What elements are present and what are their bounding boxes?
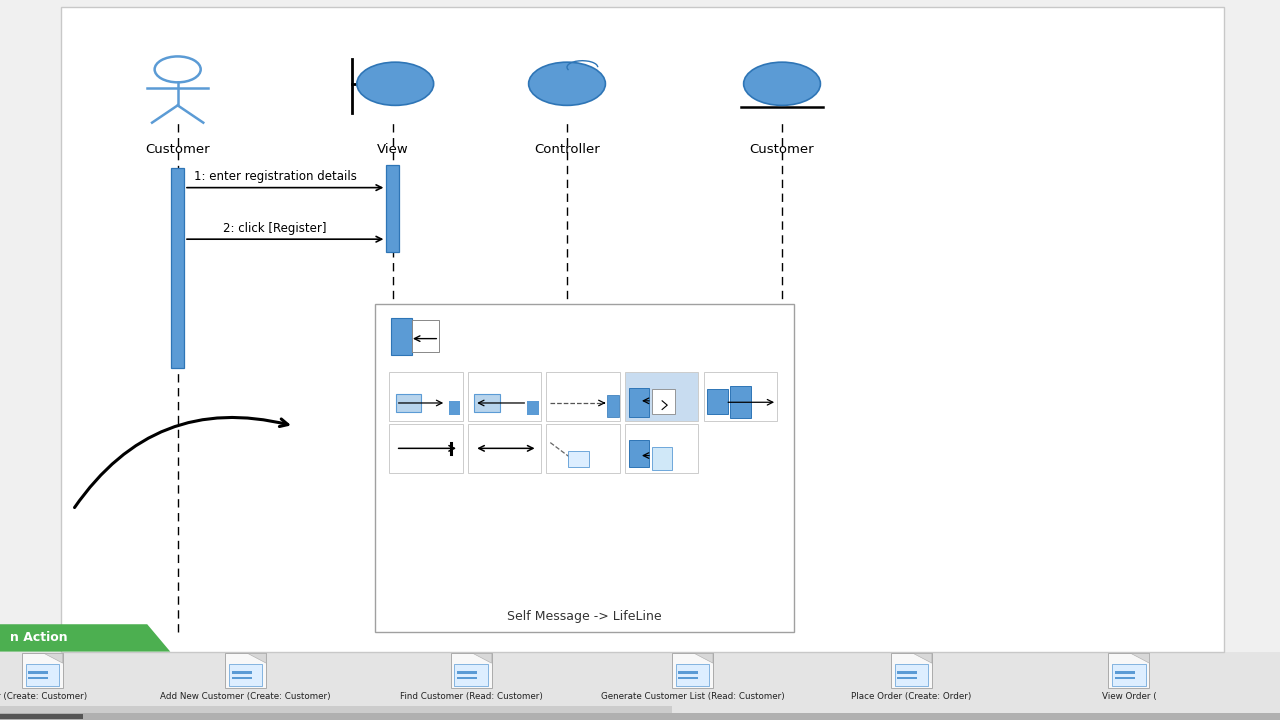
Bar (26, 665, 59, 686)
Bar (412, 320, 439, 351)
Bar (891, 654, 932, 688)
Text: View Order (: View Order ( (1102, 692, 1156, 701)
Bar (451, 654, 492, 688)
Bar (625, 372, 699, 421)
Bar (0, 706, 672, 713)
Bar (229, 665, 262, 686)
Bar (375, 304, 794, 632)
Text: n Action: n Action (10, 631, 68, 644)
Bar (0, 652, 1280, 720)
Bar (527, 401, 539, 415)
Text: View: View (376, 143, 408, 156)
Bar (0, 714, 83, 719)
Circle shape (357, 62, 434, 105)
Circle shape (744, 62, 820, 105)
Polygon shape (248, 654, 266, 663)
Bar (625, 424, 699, 473)
Text: Self Message -> LifeLine: Self Message -> LifeLine (507, 610, 662, 623)
Polygon shape (45, 654, 63, 663)
Bar (475, 394, 500, 413)
Bar (897, 671, 918, 674)
Bar (390, 318, 412, 356)
Bar (389, 424, 463, 473)
Text: 2: click [Register]: 2: click [Register] (223, 222, 326, 235)
Bar (28, 677, 49, 680)
Bar (232, 671, 252, 674)
Bar (22, 654, 63, 688)
Polygon shape (1132, 654, 1149, 663)
Text: Customer: Customer (750, 143, 814, 156)
Bar (704, 372, 777, 421)
Bar (468, 424, 541, 473)
Bar (225, 654, 266, 688)
Bar (652, 390, 675, 414)
Polygon shape (0, 624, 170, 652)
Bar (672, 654, 713, 688)
Text: r (Create: Customer): r (Create: Customer) (0, 692, 87, 701)
Bar (61, 7, 1224, 652)
Bar (547, 372, 620, 421)
Bar (1115, 677, 1135, 680)
Bar (628, 388, 649, 417)
Bar (454, 665, 488, 686)
Text: Generate Customer List (Read: Customer): Generate Customer List (Read: Customer) (600, 692, 785, 701)
Circle shape (529, 62, 605, 105)
Text: Find Customer (Read: Customer): Find Customer (Read: Customer) (399, 692, 543, 701)
Bar (1112, 665, 1146, 686)
Bar (396, 394, 421, 413)
Bar (449, 401, 461, 415)
Bar (607, 395, 618, 417)
Bar (0, 713, 1280, 720)
Bar (172, 168, 184, 368)
Bar (232, 677, 252, 680)
Text: 1: enter registration details: 1: enter registration details (193, 171, 357, 184)
Bar (547, 424, 620, 473)
Bar (387, 165, 399, 252)
Bar (1108, 654, 1149, 688)
Bar (676, 665, 709, 686)
FancyArrowPatch shape (74, 418, 288, 508)
Text: Add New Customer (Create: Customer): Add New Customer (Create: Customer) (160, 692, 332, 701)
Bar (468, 372, 541, 421)
Bar (731, 387, 751, 418)
Bar (678, 671, 699, 674)
Polygon shape (695, 654, 713, 663)
Bar (652, 447, 672, 470)
Bar (628, 440, 649, 467)
Bar (457, 677, 477, 680)
Bar (457, 671, 477, 674)
Bar (389, 372, 463, 421)
Bar (1115, 671, 1135, 674)
Bar (708, 390, 728, 414)
Bar (28, 671, 49, 674)
Text: Controller: Controller (534, 143, 600, 156)
Bar (897, 677, 918, 680)
Bar (895, 665, 928, 686)
Polygon shape (474, 654, 492, 663)
Bar (568, 451, 589, 467)
Text: Customer: Customer (146, 143, 210, 156)
Bar (678, 677, 699, 680)
Text: Place Order (Create: Order): Place Order (Create: Order) (851, 692, 972, 701)
Polygon shape (914, 654, 932, 663)
